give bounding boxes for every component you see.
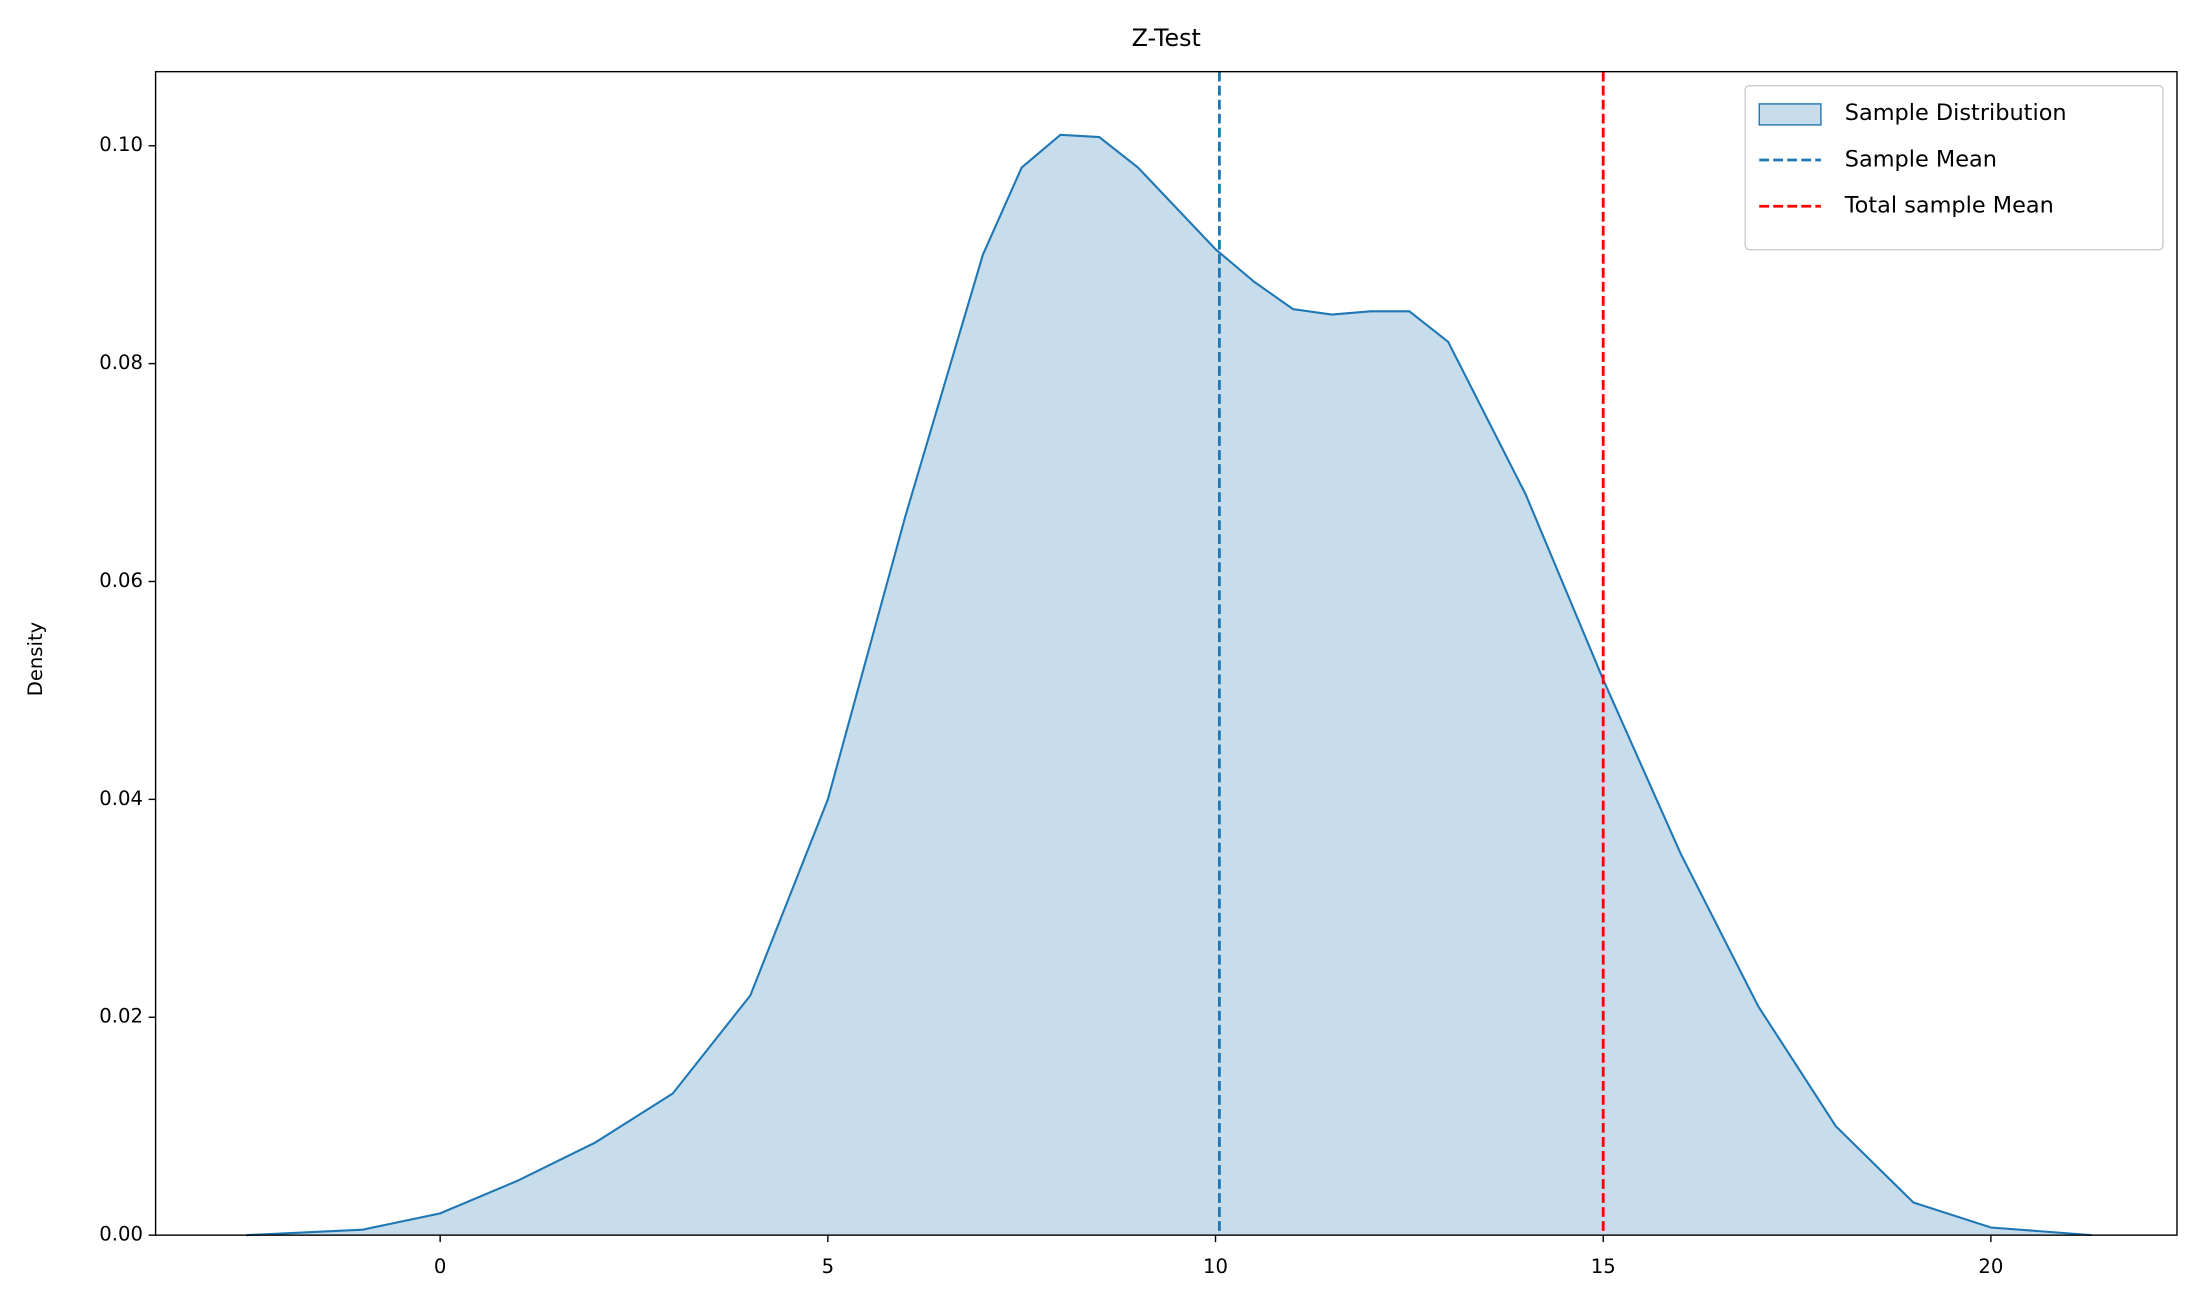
density-line <box>246 133 2092 1237</box>
y-tick-label: 0.00 <box>99 1223 143 1246</box>
legend-label: Total sample Mean <box>1844 193 2054 219</box>
legend-swatch <box>1758 103 1822 126</box>
y-tick-label: 0.06 <box>99 569 143 592</box>
x-tick-label: 5 <box>822 1255 834 1278</box>
y-tick-label: 0.04 <box>99 787 143 810</box>
legend-frame <box>1744 84 2164 251</box>
chart-title: Z-Test <box>1132 24 1201 52</box>
legend: Sample Distribution Sample Mean Total samp… <box>1744 84 2164 251</box>
legend-label: Sample Mean <box>1845 146 1997 172</box>
x-tick-label: 20 <box>1978 1255 2003 1278</box>
legend-label: Sample Distribution <box>1845 100 2067 126</box>
y-tick-label: 0.10 <box>99 133 143 156</box>
y-tick-label: 0.02 <box>99 1005 143 1028</box>
density-area <box>246 134 2092 1236</box>
y-axis-label: Density <box>24 621 47 696</box>
x-tick-label: 10 <box>1203 1255 1228 1278</box>
y-tick-label: 0.08 <box>99 351 143 374</box>
x-tick-label: 15 <box>1591 1255 1616 1278</box>
x-tick-label: 0 <box>434 1255 446 1278</box>
plot-frame <box>154 70 2178 1236</box>
